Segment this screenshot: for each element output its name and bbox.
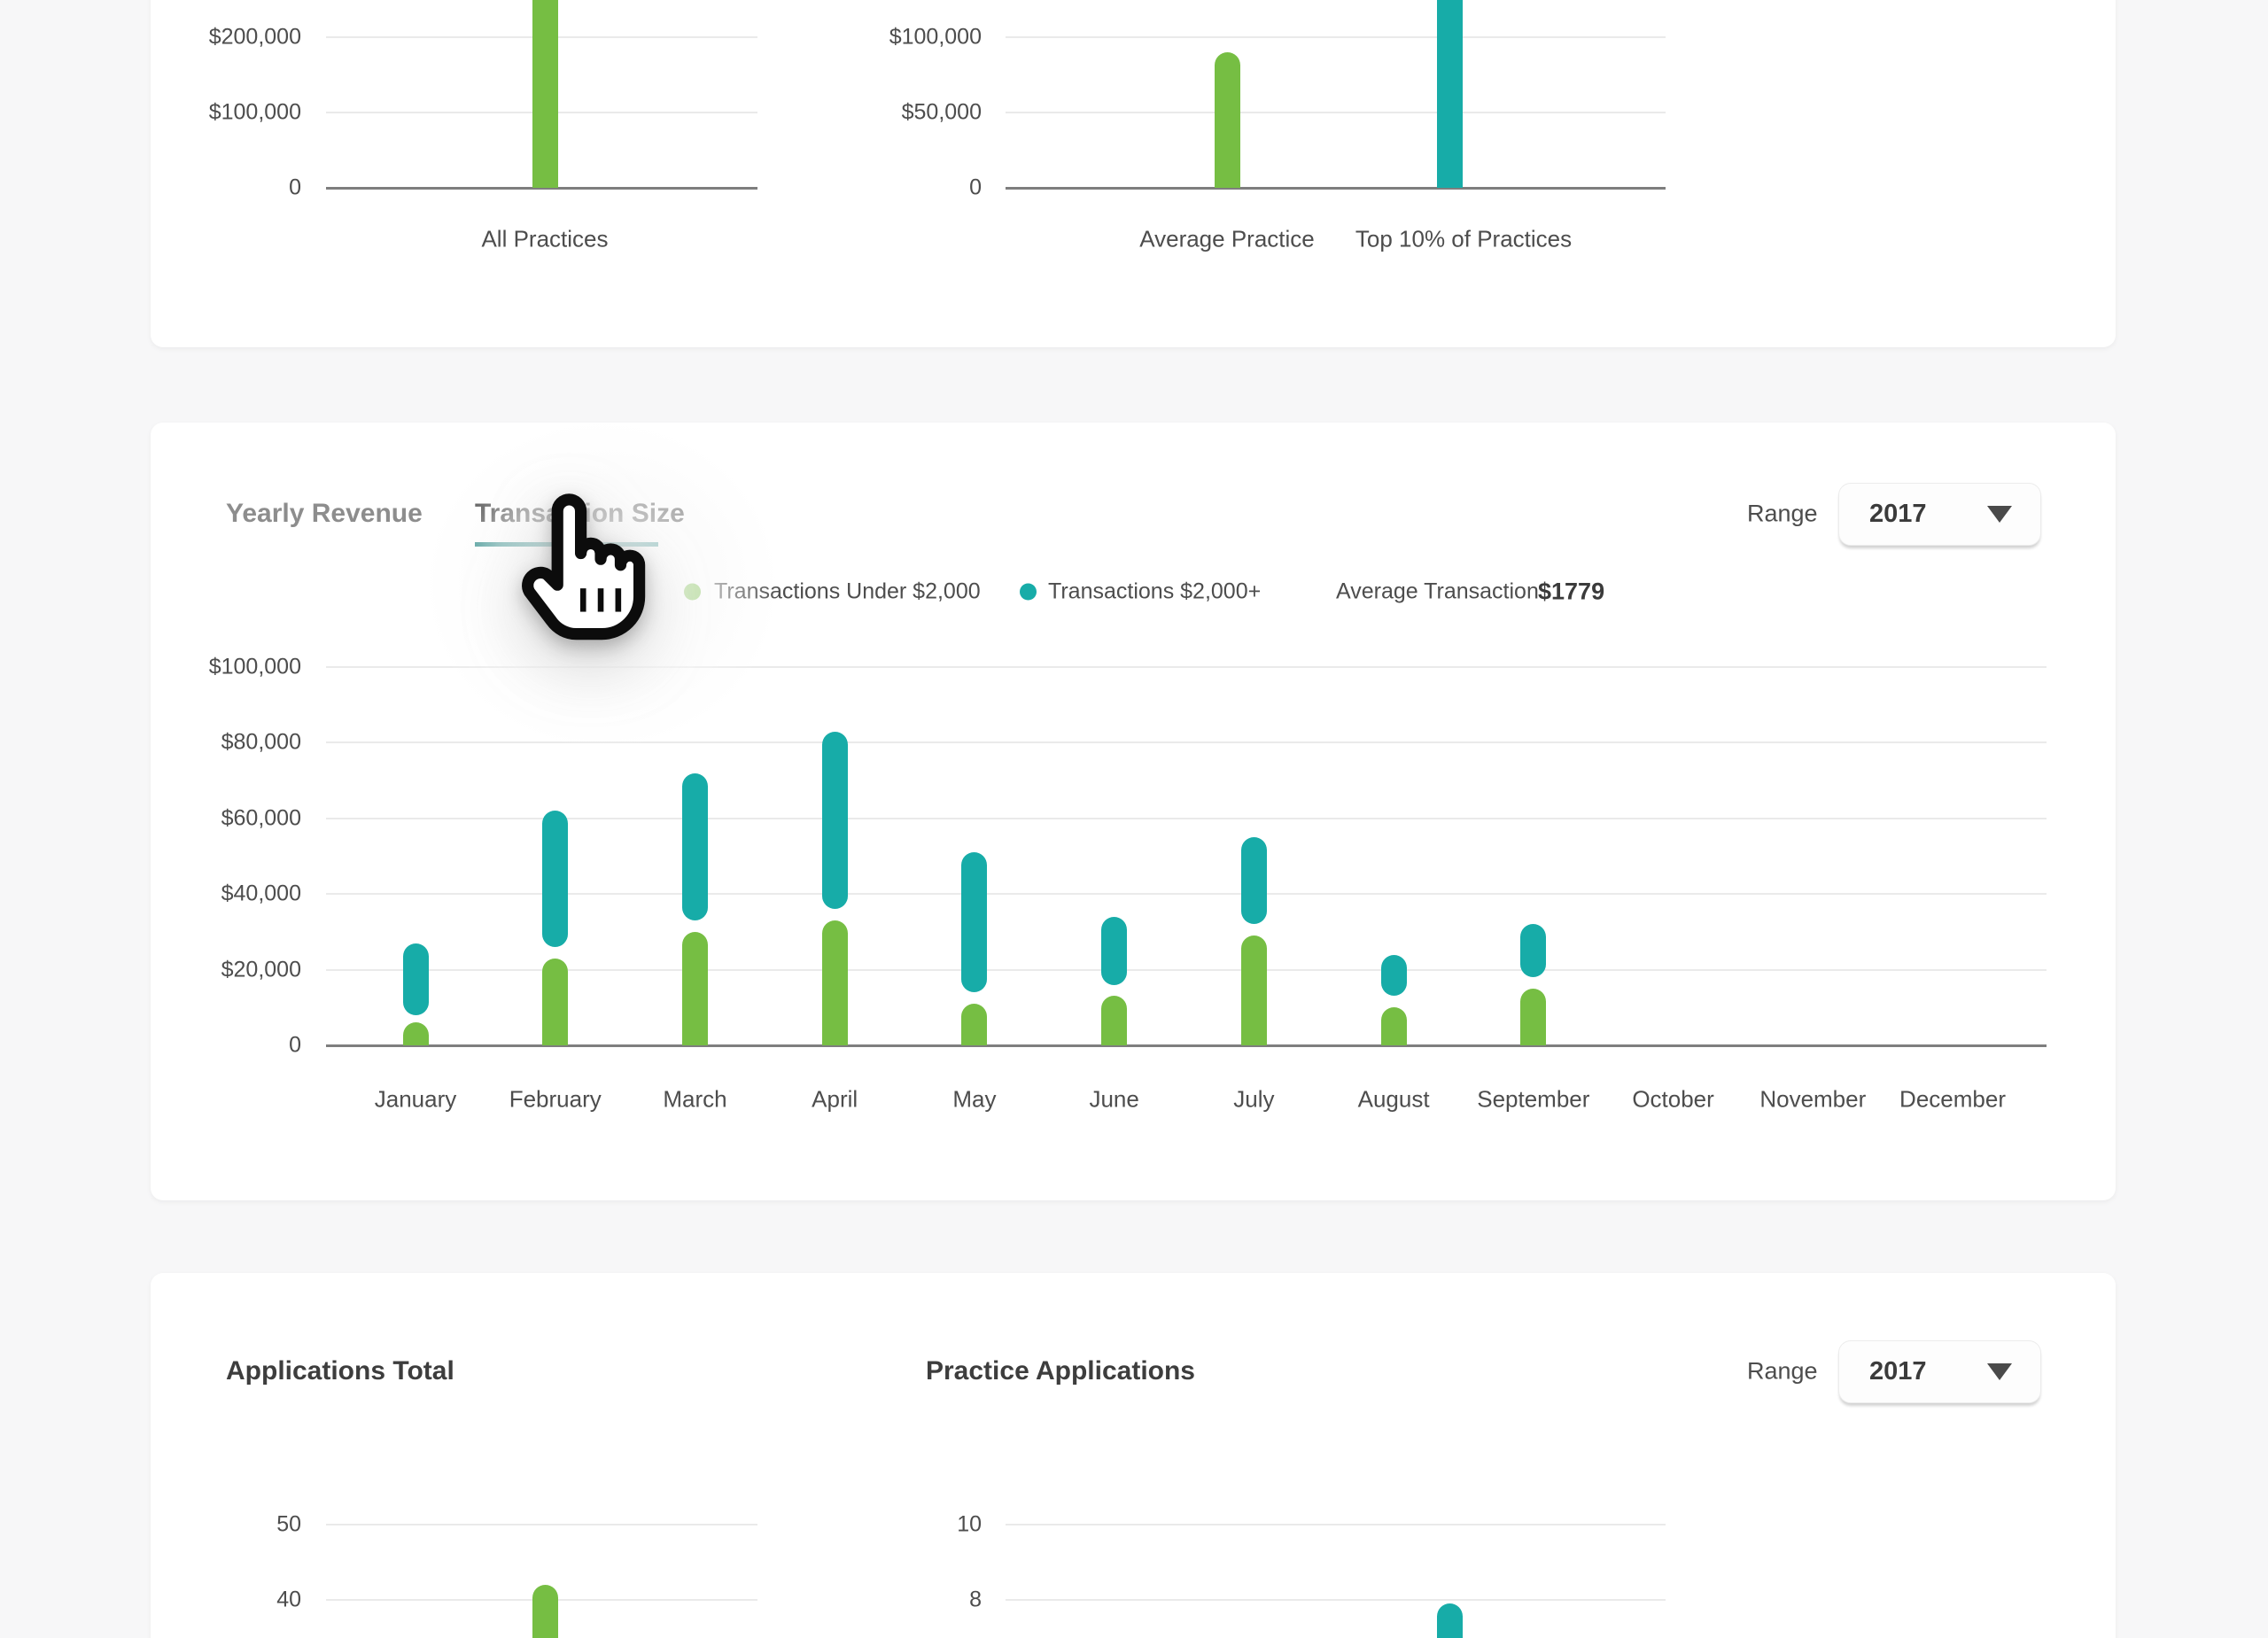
card-revenue-benchmarks bbox=[151, 0, 2116, 347]
average-transaction-label: Average Transaction bbox=[1336, 578, 1539, 604]
range-value-revenue: 2017 bbox=[1869, 500, 1927, 528]
range-label-applications: Range bbox=[1747, 1357, 1818, 1385]
chevron-down-icon bbox=[1987, 506, 2012, 523]
range-select-applications[interactable]: 2017 bbox=[1838, 1340, 2041, 1403]
applications-total-title: Applications Total bbox=[226, 1356, 454, 1386]
chevron-down-icon bbox=[1987, 1363, 2012, 1380]
cursor-pointer-hand-icon bbox=[522, 493, 646, 640]
practice-applications-title: Practice Applications bbox=[926, 1356, 1195, 1386]
range-value-applications: 2017 bbox=[1869, 1357, 1927, 1386]
range-label-revenue: Range bbox=[1747, 500, 1818, 527]
average-transaction-value: $1779 bbox=[1538, 578, 1605, 605]
legend-dot-over-2000-icon bbox=[1020, 583, 1037, 601]
legend-label-over-2000: Transactions $2,000+ bbox=[1048, 578, 1262, 604]
range-select-revenue[interactable]: 2017 bbox=[1838, 483, 2041, 546]
card-applications bbox=[151, 1273, 2116, 1638]
